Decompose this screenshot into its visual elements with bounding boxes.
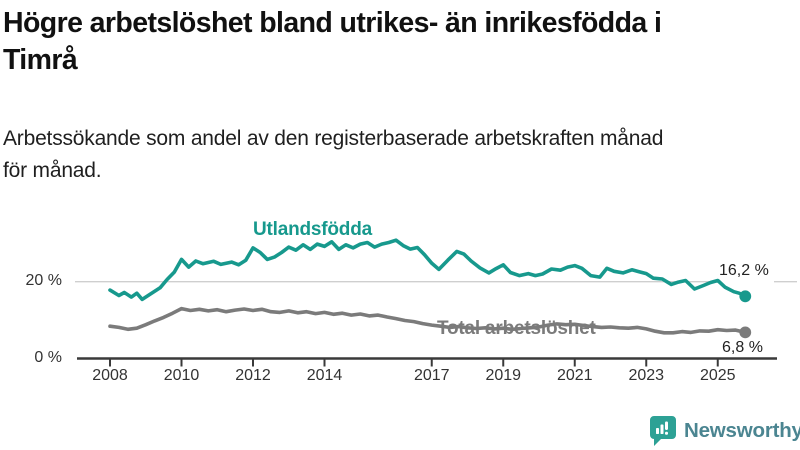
y-axis-label-0: 0 % <box>34 349 62 366</box>
x-axis-label-2017: 2017 <box>413 367 450 384</box>
series-label-total: Total arbetslöshet <box>437 318 596 339</box>
newsworthy-brand[interactable]: Newsworthy <box>649 415 800 446</box>
x-axis-label-2025: 2025 <box>699 367 736 384</box>
brand-name: Newsworthy <box>684 418 800 442</box>
x-axis-label-2023: 2023 <box>628 367 665 384</box>
chart-subtitle: Arbetssökande som andel av den registerb… <box>3 123 793 187</box>
subtitle-line-1: Arbetssökande som andel av den registerb… <box>3 127 664 150</box>
title-line-1: Högre arbetslöshet bland utrikes- än inr… <box>3 7 662 39</box>
series-end-dot-1 <box>739 326 752 339</box>
page-title: Högre arbetslöshet bland utrikes- än inr… <box>3 5 797 79</box>
x-axis-label-2010: 2010 <box>163 367 200 384</box>
end-value-total: 6,8 % <box>722 339 763 356</box>
x-axis-label-2008: 2008 <box>92 367 128 384</box>
y-axis-label-20: 20 % <box>25 272 62 289</box>
title-line-2: Timrå <box>3 44 78 76</box>
series-line-1 <box>108 306 748 335</box>
series-label-utlandsfodda: Utlandsfödda <box>253 219 372 240</box>
x-axis-label-2014: 2014 <box>306 367 343 384</box>
x-axis-label-2021: 2021 <box>556 367 593 384</box>
x-axis-label-2012: 2012 <box>235 367 271 384</box>
series-line-0 <box>108 238 748 302</box>
series-end-dot-0 <box>739 290 752 303</box>
subtitle-line-2: för månad. <box>3 159 102 182</box>
bar-chart-speech-bubble-icon <box>650 416 676 446</box>
x-axis-label-2019: 2019 <box>485 367 522 384</box>
end-value-utlandsfodda: 16,2 % <box>719 262 769 279</box>
